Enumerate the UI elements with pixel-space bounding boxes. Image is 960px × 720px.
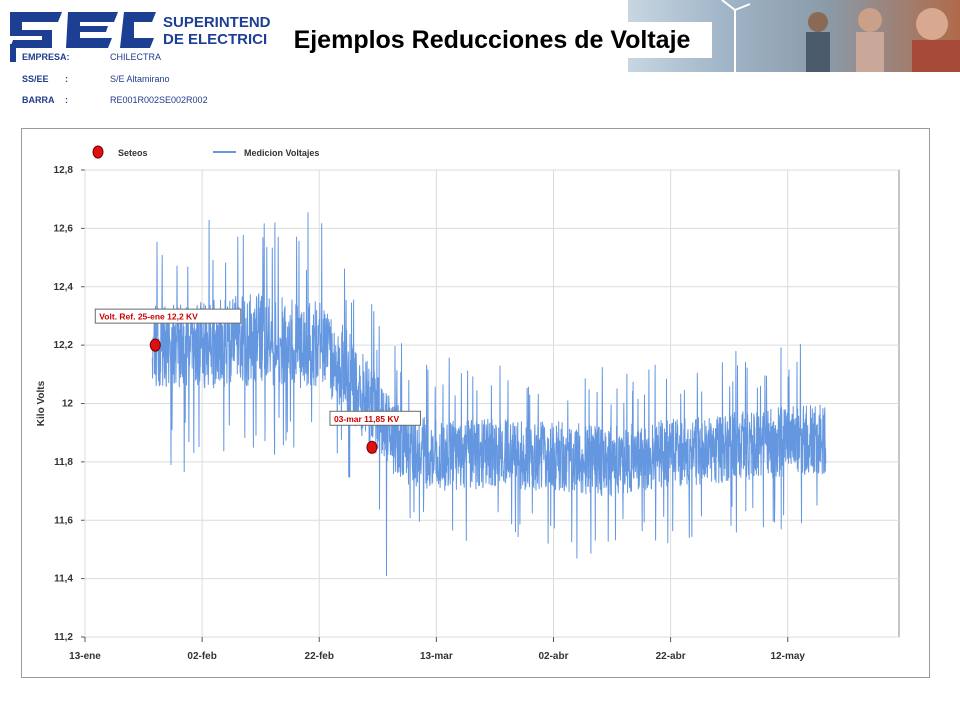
x-tick-label: 22-abr (656, 651, 686, 662)
info-colon-ssee: : (65, 74, 68, 84)
setting-marker-point (149, 338, 161, 352)
setting-label-box (94, 308, 242, 324)
setting-callout: 03-mar 11,85 KV (329, 410, 421, 426)
info-value-barra: RE001R002SE002R002 (110, 95, 208, 105)
series-line-medicion-voltajes (151, 212, 827, 577)
legend-label-medicion: Medicion Voltajes (244, 148, 319, 158)
logo-text-line2: DE ELECTRICI (163, 31, 267, 48)
voltage-chart: 11,2 11,4 11,6 11,8 12 12,2 12,4 12,6 12,8 13-ene… (36, 145, 900, 662)
info-value-empresa: CHILECTRA (110, 52, 162, 62)
info-label-barra: BARRA (22, 95, 55, 105)
setting-label-text: Volt. Ref. 25-ene 12,2 KV (99, 312, 198, 322)
x-tick-label: 13-ene (69, 651, 101, 662)
legend-label-seteos: Seteos (118, 148, 148, 158)
x-tick-label: 22-feb (305, 651, 334, 662)
y-tick-label: 12,8 (54, 165, 74, 176)
y-tick-label: 12,6 (54, 223, 74, 234)
x-tick-label: 02-abr (538, 651, 568, 662)
setting-label-text: 03-mar 11,85 KV (334, 414, 400, 424)
header-banner: SUPERINTEND DE ELECTRICI Ejemplos Reducc… (0, 0, 960, 72)
info-row-ssee: SS/EE : S/E Altamirano (22, 72, 322, 86)
people-photo-icon (806, 8, 960, 72)
x-tick-label: 13-mar (420, 651, 453, 662)
info-row-barra: BARRA : RE001R002SE002R002 (22, 93, 322, 107)
y-tick-label: 12,2 (54, 340, 74, 351)
sec-logo-mark (0, 0, 156, 72)
legend-marker-seteos (92, 145, 104, 159)
x-tick-label: 02-feb (187, 651, 216, 662)
y-tick-label: 11,2 (54, 632, 73, 643)
info-value-ssee: S/E Altamirano (110, 74, 170, 84)
y-tick-label: 11,6 (54, 515, 73, 526)
logo-text-line1: SUPERINTEND (163, 14, 271, 31)
setting-marker-point (366, 440, 378, 454)
y-axis-label: Kilo Volts (36, 380, 47, 426)
info-label-empresa: EMPRESA: (22, 52, 70, 62)
x-tick-label: 12-may (770, 651, 805, 662)
info-label-ssee: SS/EE (22, 74, 49, 84)
setting-callout: Volt. Ref. 25-ene 12,2 KV (94, 308, 242, 324)
chart-legend: Seteos Medicion Voltajes (92, 145, 319, 159)
y-tick-label: 12 (62, 399, 74, 410)
y-tick-label: 11,8 (54, 457, 73, 468)
y-tick-label: 12,4 (54, 282, 74, 293)
wind-turbine-icon (721, 0, 751, 72)
info-colon-barra: : (65, 95, 68, 105)
y-tick-label: 11,4 (54, 574, 73, 585)
setting-label-box (329, 410, 421, 426)
slide-title: Ejemplos Reducciones de Voltaje (272, 22, 712, 58)
chart-frame: 11,2 11,4 11,6 11,8 12 12,2 12,4 12,6 12,8 13-ene… (21, 128, 930, 678)
info-row-empresa: EMPRESA: CHILECTRA (22, 50, 322, 64)
